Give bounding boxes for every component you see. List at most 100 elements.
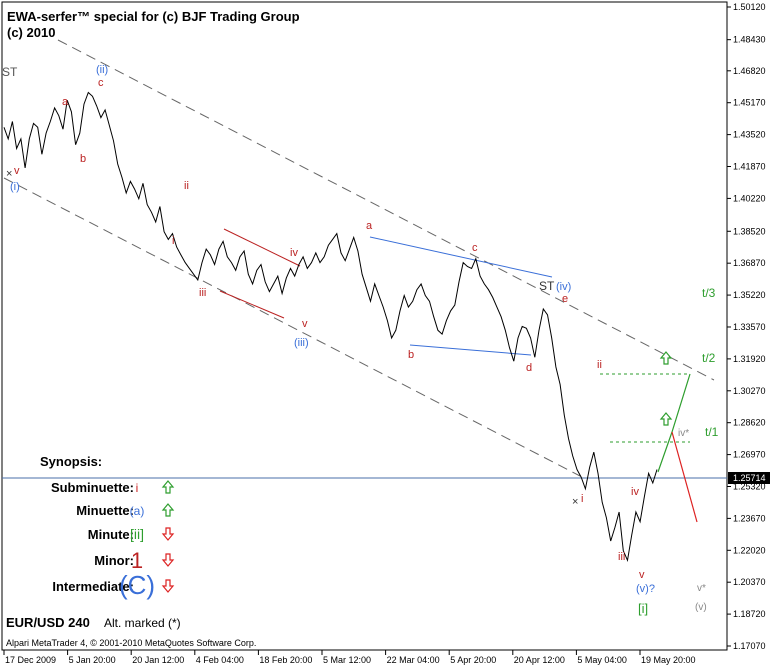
wave-labels-red: a b c ii i iii iv v a b c d e ii iii iv …	[14, 77, 645, 581]
red-channel-lower	[219, 290, 285, 319]
wave-label: d	[526, 362, 532, 374]
arrow-up-icon	[161, 480, 175, 494]
y-tick-label: 1.20370	[733, 577, 766, 587]
y-tick-label: 1.25320	[733, 481, 766, 491]
synopsis-wave-symbol: i	[136, 481, 139, 495]
wave-label: b	[80, 153, 86, 165]
wave-label: iv	[290, 247, 298, 259]
synopsis-row-label: Intermediate:	[52, 579, 134, 594]
y-tick-label: 1.22020	[733, 545, 766, 555]
y-axis: 1.50120 1.48430 1.46820 1.45170 1.43520 1.418…	[727, 2, 766, 651]
y-tick-label: 1.38520	[733, 226, 766, 236]
target-labels: t/3 t/2 t/1	[702, 286, 719, 439]
lower-channel-line	[3, 177, 581, 477]
red-channel-upper	[223, 228, 301, 267]
alt-marked-label: Alt. marked (*)	[104, 616, 181, 630]
x-tick-label: 5 Mar 12:00	[323, 655, 371, 665]
wave-label: b	[408, 349, 414, 361]
arrow-up-icon	[659, 412, 673, 426]
synopsis-row-label: Minuette:	[76, 503, 134, 518]
wave-label: (iv)	[556, 281, 571, 293]
x-tick-label: 20 Jan 12:00	[132, 655, 184, 665]
synopsis-row-label: Minor:	[94, 553, 134, 568]
y-tick-label: 1.26970	[733, 450, 766, 460]
gray-labels: ST ST iv* v* (v)	[2, 65, 707, 613]
st-label: ST	[539, 279, 555, 293]
title-line-1: EWA-serfer™ special for (c) BJF Trading …	[7, 9, 300, 24]
wave-label: iv	[631, 486, 639, 498]
x-tick-label: 5 Jan 20:00	[69, 655, 116, 665]
y-tick-label: 1.17070	[733, 641, 766, 651]
y-tick-label: 1.31920	[733, 354, 766, 364]
y-tick-label: 1.30270	[733, 386, 766, 396]
wave-label: v	[14, 165, 20, 177]
upper-channel-line	[57, 39, 715, 381]
red-projection	[671, 431, 698, 523]
y-tick-label: 1.40220	[733, 193, 766, 203]
st-label: ST	[2, 65, 18, 79]
x-tick-label: 22 Mar 04:00	[387, 655, 440, 665]
synopsis-wave-symbol: (C)	[119, 570, 155, 600]
x-tick-label: 20 Apr 12:00	[514, 655, 565, 665]
arrow-up-icon	[161, 503, 175, 517]
y-tick-label: 1.36870	[733, 258, 766, 268]
y-tick-label: 1.33570	[733, 322, 766, 332]
y-tick-label: 1.45170	[733, 98, 766, 108]
plot-frame	[1, 1, 728, 651]
x-tick-label: 18 Feb 20:00	[259, 655, 312, 665]
title-line-2: (c) 2010	[7, 25, 55, 40]
wave-label: ii	[597, 359, 602, 371]
y-tick-label: 1.28620	[733, 418, 766, 428]
price-series-line	[3, 91, 658, 563]
wave-labels-blue: (ii) (i) (iii) (iv) (v)?	[10, 64, 655, 595]
arrow-down-icon	[161, 553, 175, 567]
x-tick-label: 17 Dec 2009	[5, 655, 56, 665]
y-tick-label: 1.50120	[733, 2, 766, 12]
y-tick-label: 1.41870	[733, 162, 766, 172]
copyright-label: Alpari MetaTrader 4, © 2001-2010 MetaQuo…	[6, 638, 256, 648]
wave-label: a	[366, 220, 373, 232]
wave-label: a	[62, 96, 69, 108]
wave-label: (v)?	[636, 583, 655, 595]
synopsis-wave-symbol: 1	[131, 548, 143, 573]
x-tick-label: 5 May 04:00	[577, 655, 627, 665]
target-label: t/3	[702, 286, 716, 300]
wave-label: (v)	[695, 602, 707, 613]
wave-label: c	[472, 242, 478, 254]
synopsis-wave-symbol: [ii]	[130, 526, 144, 542]
synopsis-row-label: Subminuette:	[51, 480, 134, 495]
target-label: t/2	[702, 351, 716, 365]
x-tick-label: 19 May 20:00	[641, 655, 696, 665]
wave-label: v*	[697, 583, 706, 594]
wave-label: ii	[184, 180, 189, 192]
synopsis-row-label: Minute:	[88, 527, 134, 542]
target-label: t/1	[705, 425, 719, 439]
y-tick-label: 1.18720	[733, 609, 766, 619]
synopsis-heading: Synopsis:	[40, 454, 102, 469]
wave-label: (iii)	[294, 337, 309, 349]
instrument-label: EUR/USD 240	[6, 615, 90, 630]
cross-marker: ×	[572, 496, 578, 508]
last-price-label: 1.25714	[733, 473, 766, 483]
y-tick-label: 1.46820	[733, 66, 766, 76]
wave-label: v	[639, 569, 645, 581]
wave-label-green: [i]	[638, 601, 648, 616]
wave-label: (ii)	[96, 64, 108, 76]
y-tick-label: 1.48430	[733, 35, 766, 45]
y-tick-label: 1.35220	[733, 290, 766, 300]
wave-label: iii	[199, 287, 206, 299]
wave-label: e	[562, 293, 568, 305]
wave-label: iii	[618, 551, 625, 563]
y-tick-label: 1.23670	[733, 513, 766, 523]
wave-label: (i)	[10, 181, 20, 193]
wave-label: iv*	[678, 428, 689, 439]
cross-marker: ×	[6, 168, 12, 180]
x-tick-label: 5 Apr 20:00	[450, 655, 496, 665]
blue-upper-line	[369, 236, 553, 278]
target-arrows	[659, 351, 673, 426]
last-price-box	[728, 472, 770, 484]
arrow-up-icon	[659, 351, 673, 365]
x-axis: 17 Dec 2009 5 Jan 20:00 20 Jan 12:00 4 Feb …	[3, 650, 696, 665]
synopsis-wave-symbol: (a)	[130, 504, 145, 518]
arrow-down-icon	[161, 527, 175, 541]
